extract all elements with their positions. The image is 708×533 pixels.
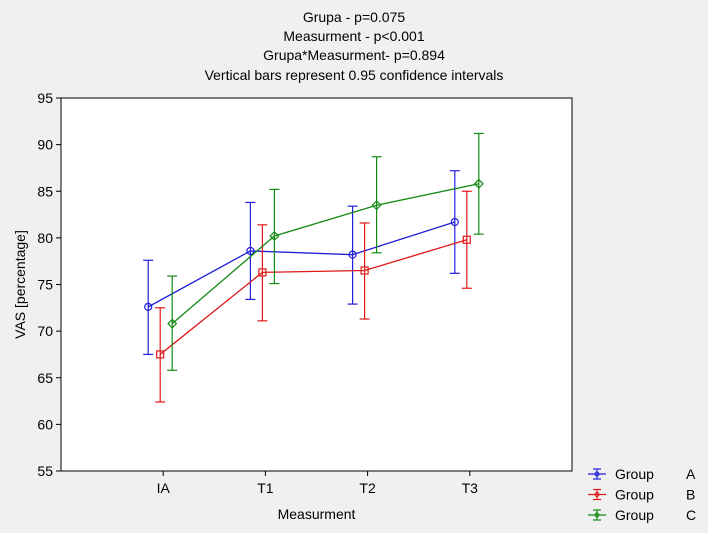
series-b-point bbox=[360, 266, 369, 275]
x-axis-label: Measurment bbox=[278, 506, 356, 522]
legend-a-label: A bbox=[686, 466, 696, 482]
chart-title-block: Grupa - p=0.075 Measurment - p<0.001 Gru… bbox=[0, 8, 708, 85]
y-tick-label: 80 bbox=[37, 230, 53, 246]
series-a-point bbox=[450, 217, 459, 227]
x-tick-label: IA bbox=[157, 480, 171, 496]
series-c-line bbox=[171, 183, 479, 325]
series-a-point bbox=[246, 246, 255, 256]
chart-subtitle: Vertical bars represent 0.95 confidence … bbox=[204, 67, 504, 83]
legend-c-marker bbox=[594, 512, 600, 518]
series-c-point bbox=[269, 230, 280, 242]
series-b-line bbox=[159, 239, 467, 355]
x-tick-label: T1 bbox=[257, 480, 274, 496]
series-c-point bbox=[371, 200, 382, 211]
chart-title-line-1: Grupa - p=0.075 bbox=[302, 9, 406, 25]
y-tick-label: 60 bbox=[37, 416, 53, 432]
chart-title-line-3: Grupa*Measurment- p=0.894 bbox=[263, 47, 445, 63]
legend-c-name: Group bbox=[615, 507, 654, 523]
series-b-point bbox=[156, 350, 165, 359]
legend-b-label: B bbox=[686, 487, 695, 503]
legend-c-label: C bbox=[686, 507, 696, 523]
y-tick-label: 65 bbox=[37, 370, 53, 386]
legend-b-name: Group bbox=[615, 487, 654, 503]
y-tick-label: 55 bbox=[37, 463, 53, 479]
y-tick-label: 85 bbox=[37, 183, 53, 199]
series-c-point bbox=[473, 178, 484, 189]
legend-a-name: Group bbox=[615, 466, 654, 482]
series-b-point bbox=[258, 268, 267, 277]
series-a-line bbox=[147, 221, 455, 308]
y-tick-label: 75 bbox=[37, 277, 53, 293]
series-c-point bbox=[167, 318, 178, 329]
series-a-point bbox=[348, 250, 357, 259]
legend-b-marker bbox=[594, 492, 600, 497]
y-tick-label: 90 bbox=[37, 137, 53, 153]
series-b-point bbox=[462, 235, 471, 244]
y-tick-label: 70 bbox=[37, 323, 53, 339]
plot-area bbox=[60, 97, 573, 472]
legend-a-marker bbox=[594, 471, 600, 477]
x-tick-label: T2 bbox=[359, 480, 376, 496]
series-a-point bbox=[144, 302, 153, 311]
chart-title-line-2: Measurment - p<0.001 bbox=[283, 28, 425, 44]
x-tick-label: T3 bbox=[462, 480, 479, 496]
y-tick-label: 95 bbox=[37, 90, 53, 106]
y-axis-label: VAS [percentage] bbox=[12, 230, 28, 339]
